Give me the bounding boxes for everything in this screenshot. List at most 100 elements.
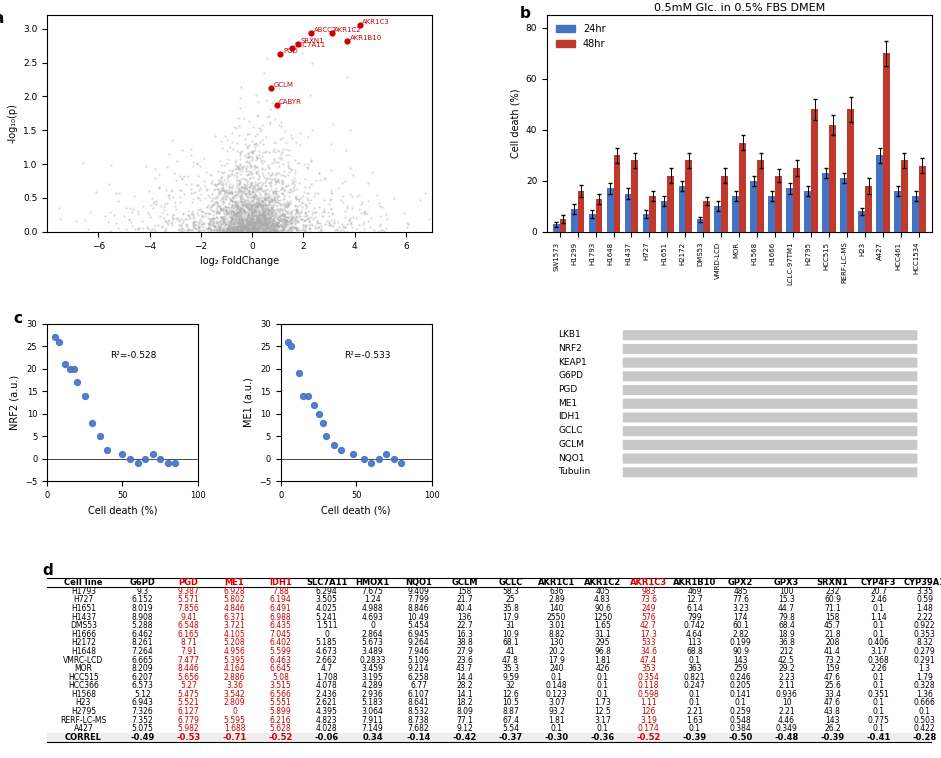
Text: 983: 983 [641,587,656,596]
Point [263,221,279,233]
Point [236,218,251,230]
Point [226,221,241,233]
Point [250,177,265,189]
Point [284,205,299,217]
Point [282,143,297,155]
Text: 26.2: 26.2 [824,724,841,733]
Point [231,222,247,234]
Text: 0.548: 0.548 [729,716,752,725]
Point [239,213,254,225]
Point [232,204,247,216]
Text: 1.73: 1.73 [594,698,611,707]
Point [277,208,292,221]
Point [253,217,268,229]
Point [258,192,273,204]
Text: 3.515: 3.515 [270,681,292,691]
Point [258,215,273,227]
Point [236,204,251,216]
Point [243,197,258,209]
Point [253,218,268,230]
Point [244,147,259,159]
Point [262,207,277,219]
Point [272,214,287,226]
Point [287,221,302,233]
Point [212,206,227,218]
Point [246,220,261,232]
Point [288,210,303,222]
Point [169,213,184,225]
Point [263,169,278,181]
Point [239,219,254,231]
Point [213,200,228,212]
Text: AKR1C2: AKR1C2 [334,27,362,33]
Point [253,198,268,210]
Text: -0.30: -0.30 [545,733,568,742]
Point [246,191,261,203]
Point [235,218,250,230]
Point [256,222,271,234]
Text: 3.07: 3.07 [548,698,565,707]
Point [345,211,360,224]
Point [291,193,306,205]
Point [246,224,261,236]
Point [261,224,276,236]
Point [277,201,292,213]
Point [241,224,256,236]
Text: 47.4: 47.4 [640,656,657,665]
Point [230,221,245,233]
Text: 4.028: 4.028 [316,724,338,733]
Text: 0.1: 0.1 [689,698,700,707]
Point [248,202,263,214]
Point [241,195,256,207]
Point [334,177,349,189]
Point [263,221,278,233]
Point [123,216,138,228]
Point [267,221,282,233]
Point [344,221,359,233]
Point [242,185,257,197]
Point [235,224,250,236]
Point [227,224,242,236]
Point [254,216,269,228]
Point [434,208,449,220]
Point [285,185,300,197]
Point [339,144,354,156]
Point [279,215,295,227]
Point [340,226,355,238]
Point [226,224,241,236]
Point [271,145,286,157]
Point [246,218,261,230]
Point [211,224,226,236]
Point [311,168,327,180]
Point [248,193,263,205]
Point [227,121,242,133]
Point [206,198,221,210]
Point [266,153,281,165]
Point [206,218,221,230]
Point [244,205,259,218]
Point [263,211,278,223]
Point [232,185,247,197]
Point [234,218,249,230]
Point [240,180,255,193]
Point [256,218,271,230]
Point [190,205,205,217]
Point [215,196,231,208]
Point [235,193,250,205]
Point [263,202,279,215]
Point [292,127,307,139]
Point [249,161,264,174]
Point [274,153,289,165]
Point [255,208,270,221]
Point [257,211,272,223]
Point [235,213,250,225]
Point [231,216,246,228]
Point [134,215,149,227]
Point [254,198,269,210]
Point [222,224,237,236]
Point [322,217,337,229]
Text: H23: H23 [75,698,91,707]
Point [280,200,295,212]
Point [264,173,279,185]
Point [242,225,257,237]
